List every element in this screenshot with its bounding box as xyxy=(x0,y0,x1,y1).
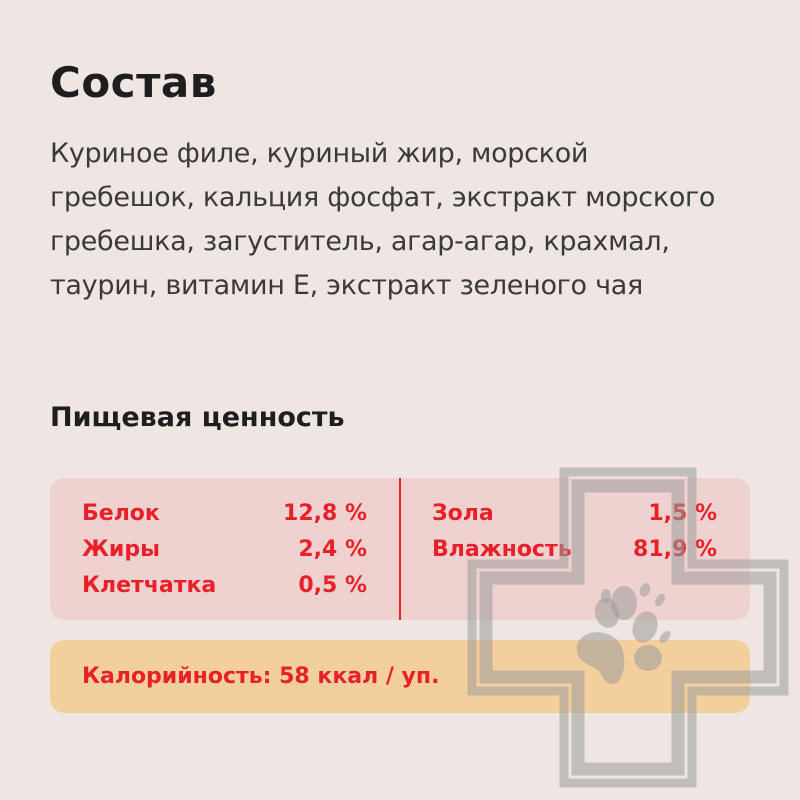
nutrition-title: Пищевая ценность xyxy=(50,402,345,433)
composition-text: Куриное филе, куриный жир, морской гребе… xyxy=(50,138,716,301)
nutrition-row: Клетчатка 0,5 % xyxy=(82,568,367,604)
nutrient-value: 2,4 % xyxy=(298,537,367,562)
nutrition-row: Зола 1,5 % xyxy=(432,496,717,532)
nutrient-label: Зола xyxy=(432,501,494,526)
nutrient-label: Влажность xyxy=(432,537,572,562)
nutrient-label: Клетчатка xyxy=(82,573,217,598)
nutrient-label: Жиры xyxy=(82,537,160,562)
nutrition-column-left: Белок 12,8 % Жиры 2,4 % Клетчатка 0,5 % xyxy=(82,496,367,604)
nutrient-value: 81,9 % xyxy=(633,537,717,562)
nutrition-panel: Белок 12,8 % Жиры 2,4 % Клетчатка 0,5 % Зол… xyxy=(50,478,750,620)
nutrition-row: Жиры 2,4 % xyxy=(82,532,367,568)
nutrient-value: 1,5 % xyxy=(648,501,717,526)
nutrient-value: 12,8 % xyxy=(283,501,367,526)
column-divider xyxy=(399,478,401,620)
nutrient-label: Белок xyxy=(82,501,160,526)
nutrition-row: Влажность 81,9 % xyxy=(432,532,717,568)
nutrition-column-right: Зола 1,5 % Влажность 81,9 % xyxy=(432,496,717,568)
nutrient-value: 0,5 % xyxy=(298,573,367,598)
page-title: Состав xyxy=(50,58,217,107)
nutrition-row: Белок 12,8 % xyxy=(82,496,367,532)
calories-panel: Калорийность: 58 ккал / уп. xyxy=(50,640,750,713)
